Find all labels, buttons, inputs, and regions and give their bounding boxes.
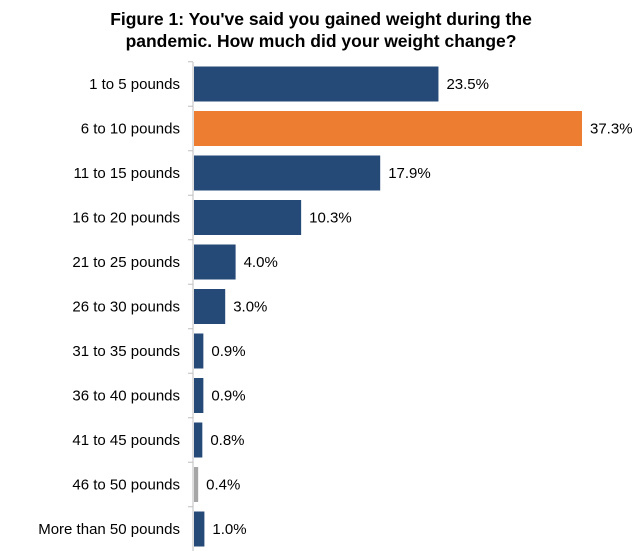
bar (194, 155, 381, 191)
category-label: 11 to 15 pounds (74, 165, 180, 182)
data-label: 10.3% (309, 210, 352, 227)
data-label: 37.3% (590, 121, 633, 138)
bar (194, 511, 205, 547)
category-label: More than 50 pounds (38, 521, 180, 538)
bar (194, 111, 582, 146)
bar (194, 378, 204, 413)
chart-title-line-1: Figure 1: You've said you gained weight … (110, 9, 532, 29)
bar (194, 244, 236, 280)
chart-title: Figure 1: You've said you gained weight … (0, 8, 642, 52)
data-label: 4.0% (244, 254, 278, 271)
data-label: 3.0% (233, 299, 267, 316)
category-label: 26 to 30 pounds (72, 299, 180, 316)
bar (194, 422, 203, 458)
category-label: 36 to 40 pounds (72, 388, 180, 405)
data-label: 0.4% (206, 477, 240, 494)
bar (194, 333, 204, 369)
category-label: 41 to 45 pounds (72, 432, 180, 449)
data-label: 0.9% (211, 388, 245, 405)
bar (194, 66, 439, 102)
bar (194, 200, 302, 235)
data-label: 0.9% (211, 343, 245, 360)
data-label: 1.0% (212, 521, 246, 538)
category-label: 31 to 35 pounds (72, 343, 180, 360)
category-label: 46 to 50 pounds (72, 477, 180, 494)
data-label: 17.9% (388, 165, 431, 182)
category-label: 1 to 5 pounds (89, 76, 180, 93)
bar (194, 467, 199, 502)
data-label: 0.8% (210, 432, 244, 449)
data-label: 23.5% (446, 76, 489, 93)
category-label: 6 to 10 pounds (81, 121, 180, 138)
chart-title-line-2: pandemic. How much did your weight chang… (125, 31, 517, 51)
bar (194, 289, 226, 324)
category-label: 16 to 20 pounds (72, 210, 180, 227)
category-label: 21 to 25 pounds (72, 254, 180, 271)
